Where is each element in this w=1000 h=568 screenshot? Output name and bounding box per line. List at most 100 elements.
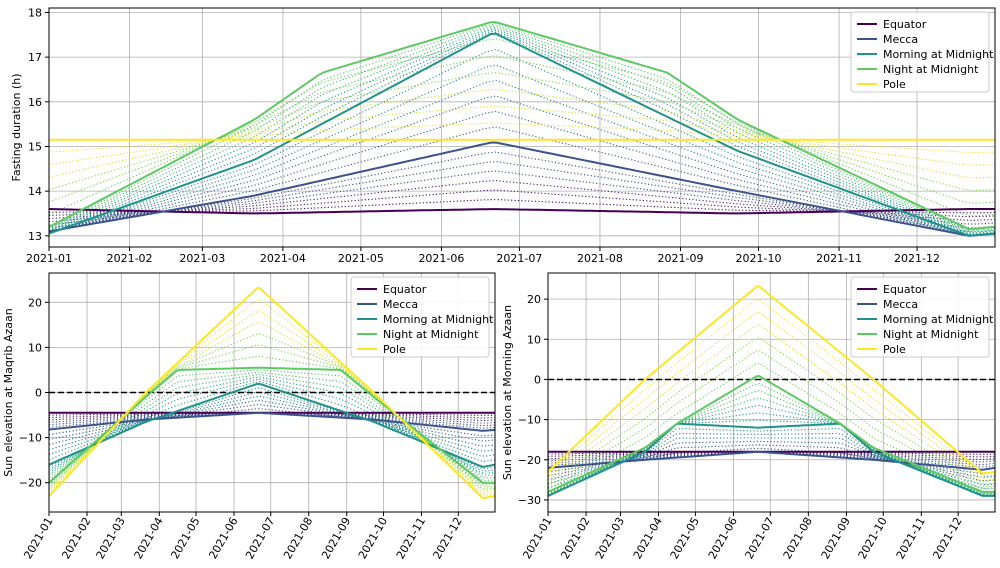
y-tick-label: −20 (19, 477, 42, 490)
dotted-curve (48, 412, 496, 419)
y-axis-label: Sun elevation at Morning Azaan (501, 305, 514, 480)
series-line-morning-at-midnight (48, 382, 496, 468)
series-line-night-at-midnight (547, 375, 995, 493)
legend-label: Equator (883, 283, 927, 296)
series-lines (547, 285, 996, 497)
dotted-curve (48, 29, 996, 235)
dotted-curve (547, 298, 996, 477)
y-tick-label: −10 (19, 432, 42, 445)
dotted-curve (547, 437, 996, 486)
dotted-curve (48, 391, 496, 457)
x-tick-label: 2021-03 (179, 252, 225, 265)
series-line-pole (48, 287, 496, 500)
legend-label: Night at Midnight (383, 328, 479, 341)
y-axis-ticks: −20 −10 0 10 20 (19, 296, 49, 490)
x-tick-label: 2021-06 (418, 252, 464, 265)
dotted-curve (48, 404, 496, 442)
series-line-morning-at-midnight (48, 32, 996, 237)
dotted-curve (48, 48, 996, 236)
dotted-curve (48, 408, 496, 437)
x-tick-label: 2021-02 (107, 252, 153, 265)
dotted-curve (48, 371, 496, 479)
x-tick-label: 2021-01 (26, 252, 72, 265)
dotted-curve (48, 24, 996, 232)
y-axis-ticks: 13 14 15 16 17 18 (28, 6, 49, 243)
dotted-curve (48, 369, 496, 481)
y-axis-label: Sun elevation at Maqrib Azaan (2, 308, 15, 476)
legend-label: Pole (883, 78, 906, 91)
dotted-curve (48, 412, 496, 416)
dotted-curve (48, 126, 996, 236)
dotted-curve (48, 170, 996, 225)
grid (48, 8, 995, 247)
dotted-curve (48, 79, 996, 236)
dotted-curve (547, 311, 996, 480)
x-axis-ticks: 2021-01 2021-02 2021-03 2021-04 2021-05 2021-… (26, 247, 940, 265)
y-tick-label: 16 (28, 96, 42, 109)
y-tick-label: 20 (527, 293, 541, 306)
series-line-mecca (48, 411, 496, 432)
y-tick-label: 14 (28, 185, 42, 198)
x-tick-label: 2021-05 (338, 252, 384, 265)
y-tick-label: −10 (518, 414, 541, 427)
y-tick-label: 0 (534, 373, 541, 386)
legend-label: Equator (883, 18, 927, 31)
legend-label: Mecca (883, 33, 918, 46)
legend-label: Pole (883, 343, 906, 356)
legend-label: Morning at Midnight (383, 313, 494, 326)
dotted-curve (48, 399, 496, 447)
dotted-curve (48, 378, 496, 472)
dotted-curve (48, 72, 996, 192)
chart-fasting-duration: 2021-01 2021-02 2021-03 2021-04 2021-05 2021-… (10, 6, 996, 265)
dotted-curve (48, 344, 496, 488)
x-tick-label: 2021-12 (894, 252, 940, 265)
series-line-mecca (48, 141, 996, 237)
legend: Equator Mecca Morning at Midnight Night at … (350, 276, 494, 358)
legend-label: Night at Midnight (883, 63, 979, 76)
dotted-curve (48, 23, 996, 231)
dotted-curve (547, 337, 996, 485)
legend-label: Pole (383, 343, 406, 356)
legend-box (850, 276, 990, 358)
plot-frame (48, 7, 996, 248)
y-tick-label: 13 (28, 230, 42, 243)
legend-box (350, 276, 490, 358)
y-tick-label: 10 (28, 341, 42, 354)
x-tick-label: 2021-09 (658, 252, 704, 265)
dotted-curve (547, 324, 996, 482)
x-tick-label: 2021-04 (260, 252, 306, 265)
legend-box (850, 11, 990, 93)
legend-label: Mecca (383, 298, 418, 311)
dotted-family (48, 298, 496, 497)
series-lines (48, 287, 496, 500)
series-line-equator (48, 208, 995, 215)
y-tick-label: 18 (28, 6, 42, 19)
x-tick-label: 2021-11 (816, 252, 862, 265)
legend-label: Mecca (883, 298, 918, 311)
dotted-curve (48, 321, 496, 492)
x-tick-label: 2021-08 (577, 252, 623, 265)
y-tick-label: 20 (28, 296, 42, 309)
dotted-curve (48, 64, 996, 236)
dotted-curve (48, 28, 996, 234)
y-tick-label: 10 (527, 333, 541, 346)
y-tick-label: 15 (28, 140, 42, 153)
plot-frame (547, 272, 996, 513)
y-tick-label: −20 (518, 454, 541, 467)
legend-label: Night at Midnight (883, 328, 979, 341)
dotted-curve (48, 55, 996, 204)
x-tick-label: 2021-07 (496, 252, 542, 265)
legend: Equator Mecca Morning at Midnight Night at … (850, 11, 994, 93)
y-tick-label: 0 (35, 387, 42, 400)
x-tick-label: 2021-10 (736, 252, 782, 265)
series-line-night-at-midnight (48, 21, 996, 231)
series-line-pole (547, 285, 996, 475)
series-line-morning-at-midnight (547, 422, 995, 497)
legend: Equator Mecca Morning at Midnight Night at … (850, 276, 994, 358)
dotted-curve (48, 333, 496, 490)
y-tick-label: −30 (518, 494, 541, 507)
legend-label: Morning at Midnight (883, 313, 994, 326)
y-axis-label: Fasting duration (h) (10, 74, 23, 182)
